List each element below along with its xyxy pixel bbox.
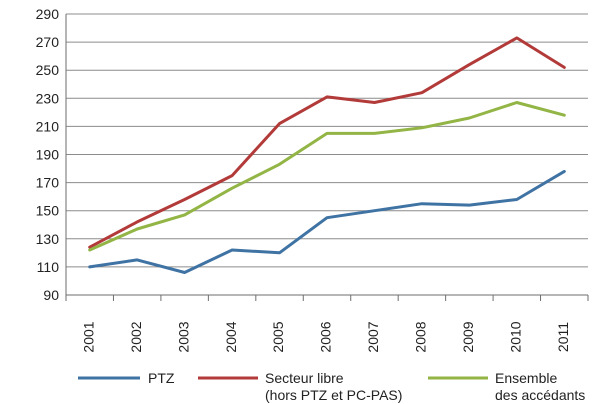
y-tick-label-170: 170 (36, 175, 60, 191)
y-tick-label-110: 110 (37, 259, 60, 275)
y-tick-label-230: 230 (36, 90, 60, 106)
series-line-2 (88, 36, 566, 249)
legend-label-line2: des accédants (495, 387, 585, 403)
x-tick-label-2006: 2006 (318, 321, 334, 352)
legend-label: Ensemble (495, 370, 557, 386)
axes (65, 14, 588, 296)
gridlines (66, 13, 588, 268)
y-tick-label-270: 270 (36, 34, 60, 50)
y-tick-label-250: 250 (36, 62, 60, 78)
legend-item-1: PTZ (78, 370, 175, 386)
x-tick-label-2003: 2003 (175, 321, 191, 352)
legend-item-2: Secteur libre(hors PTZ et PC-PAS) (198, 370, 402, 403)
x-tick-label-2011: 2011 (555, 322, 571, 352)
series-line-1 (88, 169, 566, 274)
x-tick-label-2005: 2005 (270, 321, 286, 352)
y-tick-label-190: 190 (36, 147, 60, 163)
y-tick-label-90: 90 (43, 287, 59, 303)
y-tick-label-130: 130 (36, 231, 60, 247)
y-tick-label-290: 290 (36, 6, 60, 22)
x-axis-tick-marks (65, 295, 589, 301)
x-tick-label-2008: 2008 (413, 321, 429, 352)
x-axis-tick-labels: 2001 2002 2003 2004 2005 2006 2007 2008 2009 2010… (80, 321, 571, 352)
y-axis-tick-labels: 90 110 130 150 170 190 210 230 250 270 290 (36, 6, 60, 303)
x-tick-label-2004: 2004 (223, 321, 239, 352)
legend-label-line2: (hors PTZ et PC-PAS) (265, 387, 402, 403)
x-tick-label-2007: 2007 (365, 321, 381, 352)
series-lines (88, 36, 566, 274)
x-tick-label-2009: 2009 (460, 321, 476, 352)
y-tick-label-150: 150 (36, 203, 60, 219)
x-tick-label-2010: 2010 (508, 321, 524, 352)
legend-label: PTZ (148, 370, 175, 386)
y-tick-label-210: 210 (36, 118, 60, 134)
x-tick-label-2001: 2001 (80, 321, 96, 352)
legend-label: Secteur libre (265, 370, 344, 386)
x-tick-label-2002: 2002 (128, 321, 144, 352)
legend: PTZ Secteur libre(hors PTZ et PC-PAS) Ense… (78, 370, 585, 403)
series-line-3 (88, 101, 566, 252)
